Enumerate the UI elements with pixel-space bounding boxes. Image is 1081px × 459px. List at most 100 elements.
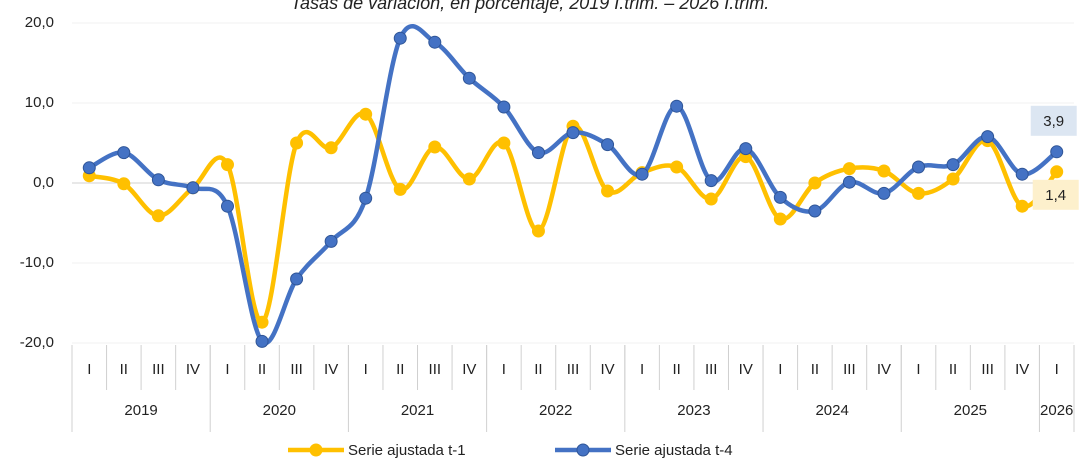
series-marker [186,181,200,195]
series-marker [324,234,338,248]
x-tick-label: I [916,361,920,378]
series-marker [290,136,304,150]
series-marker [428,35,442,49]
x-tick-label: I [640,361,644,378]
x-tick-label: IV [877,361,891,378]
legend-label: Serie ajustada t-4 [615,442,733,459]
x-tick-label: II [949,361,957,378]
series-marker [497,136,511,150]
y-tick-label: -20,0 [20,334,54,351]
x-tick-label: II [811,361,819,378]
x-group-label: 2020 [263,402,296,419]
series-marker [877,164,891,178]
series-marker [462,172,476,186]
chart-title: Tasas de variación, en porcentaje, 2019 … [291,0,770,13]
x-tick-label: III [152,361,165,378]
series-marker [117,146,131,160]
x-tick-label: IV [739,361,753,378]
x-tick-label: II [396,361,404,378]
x-group-label: 2024 [815,402,848,419]
series-marker [1050,145,1064,159]
series-marker [117,177,131,191]
x-tick-label: IV [324,361,338,378]
series-marker [981,130,995,144]
series-marker [428,140,442,154]
x-tick-label: III [843,361,856,378]
x-tick-label: IV [600,361,614,378]
x-tick-label: III [290,361,303,378]
series-marker [946,172,960,186]
series-marker [808,204,822,218]
series-marker [842,162,856,176]
series-marker [359,107,373,121]
series-marker [842,175,856,189]
x-group-label: 2019 [124,402,157,419]
legend-marker [309,443,323,457]
series-marker [531,224,545,238]
y-tick-label: 10,0 [25,94,54,111]
value-label: 1,4 [1045,187,1066,204]
series-marker [912,186,926,200]
series-marker [739,142,753,156]
x-tick-label: I [364,361,368,378]
series-marker [670,160,684,174]
series-marker [912,160,926,174]
series-marker [220,199,234,213]
series-marker [497,100,511,114]
x-tick-label: II [120,361,128,378]
series-marker [601,138,615,152]
x-group-label: 2023 [677,402,710,419]
series-marker [635,167,649,181]
series-marker [359,191,373,205]
series-marker [393,31,407,45]
x-tick-label: III [705,361,718,378]
x-tick-label: II [258,361,266,378]
x-tick-label: I [225,361,229,378]
x-group-label: 2021 [401,402,434,419]
series-marker [151,209,165,223]
x-tick-label: I [1055,361,1059,378]
x-group-label: 2026 [1040,402,1073,419]
series-marker [946,158,960,172]
x-tick-label: IV [1015,361,1029,378]
series-marker [704,192,718,206]
value-label-box [1032,179,1079,210]
value-label-box [1030,105,1077,136]
y-tick-label: 0,0 [33,174,54,191]
x-tick-label: I [502,361,506,378]
x-tick-label: III [981,361,994,378]
series-marker [877,186,891,200]
legend-label: Serie ajustada t-1 [348,442,466,459]
x-tick-label: II [672,361,680,378]
series-marker [151,173,165,187]
series-marker [462,71,476,85]
series-marker [704,174,718,188]
x-tick-label: IV [186,361,200,378]
x-group-label: 2022 [539,402,572,419]
series-line [88,111,1059,325]
series-marker [773,212,787,226]
series-marker [290,272,304,286]
y-tick-label: -10,0 [20,254,54,271]
series-marker [670,99,684,113]
series-marker [82,161,96,175]
value-label: 3,9 [1043,113,1064,130]
series-marker [531,146,545,160]
series-marker [566,126,580,140]
legend-marker [576,443,590,457]
series-marker [808,176,822,190]
y-tick-label: 20,0 [25,14,54,31]
x-group-label: 2025 [954,402,987,419]
x-tick-label: IV [462,361,476,378]
series-marker [255,334,269,348]
series-marker [220,158,234,172]
x-tick-label: III [567,361,580,378]
x-tick-label: III [429,361,442,378]
series-marker [393,182,407,196]
x-tick-label: I [778,361,782,378]
series-marker [1015,167,1029,181]
series-marker [773,190,787,204]
series-marker [324,141,338,155]
series-marker [1015,199,1029,213]
